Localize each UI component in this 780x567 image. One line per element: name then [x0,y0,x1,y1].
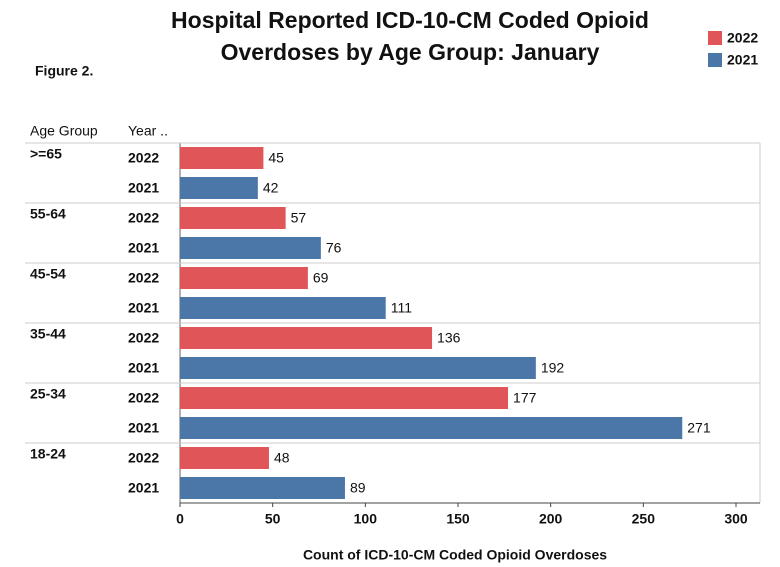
x-tick-label: 50 [265,511,281,527]
row-header: Year .. [128,123,168,139]
data-label: 57 [291,210,307,226]
data-label: 45 [268,150,284,166]
year-label: 2021 [128,240,159,256]
bar [180,387,509,409]
row-header: Age Group [30,123,98,139]
x-tick-label: 300 [724,511,748,527]
data-label: 89 [350,480,366,496]
data-label: 192 [541,360,565,376]
year-label: 2021 [128,480,159,496]
data-label: 177 [513,390,537,406]
legend-swatch [708,31,722,45]
chart-title: Hospital Reported ICD-10-CM Coded Opioid… [171,7,649,65]
legend-swatch [708,53,722,67]
bar [180,267,308,289]
x-tick-label: 0 [176,511,184,527]
year-label: 2022 [128,210,159,226]
category-label: 55-64 [30,206,66,222]
x-axis-label: Count of ICD-10-CM Coded Opioid Overdose… [303,547,607,563]
figure-label: Figure 2. [35,63,93,79]
year-label: 2021 [128,180,159,196]
bar [180,177,258,199]
bar [180,147,264,169]
year-label: 2021 [128,300,159,316]
bar [180,447,269,469]
bar [180,237,321,259]
year-label: 2021 [128,420,159,436]
bar [180,357,536,379]
data-label: 271 [687,420,711,436]
x-tick-label: 150 [446,511,470,527]
category-label: 25-34 [30,386,66,402]
x-tick-label: 250 [632,511,656,527]
x-tick-label: 200 [539,511,563,527]
year-label: 2021 [128,360,159,376]
bar [180,477,345,499]
category-label: 45-54 [30,266,66,282]
category-label: 18-24 [30,446,66,462]
bar [180,297,386,319]
category-label: >=65 [30,146,62,162]
data-label: 48 [274,450,290,466]
year-label: 2022 [128,330,159,346]
bar [180,207,286,229]
bar [180,327,433,349]
data-label: 136 [437,330,461,346]
year-label: 2022 [128,390,159,406]
year-label: 2022 [128,450,159,466]
bar [180,417,683,439]
data-label: 69 [313,270,329,286]
legend-label: 2021 [727,52,758,68]
category-label: 35-44 [30,326,66,342]
data-label: 76 [326,240,342,256]
data-label: 42 [263,180,279,196]
x-tick-label: 100 [354,511,378,527]
year-label: 2022 [128,270,159,286]
year-label: 2022 [128,150,159,166]
data-label: 111 [391,300,412,316]
legend-label: 2022 [727,30,758,46]
